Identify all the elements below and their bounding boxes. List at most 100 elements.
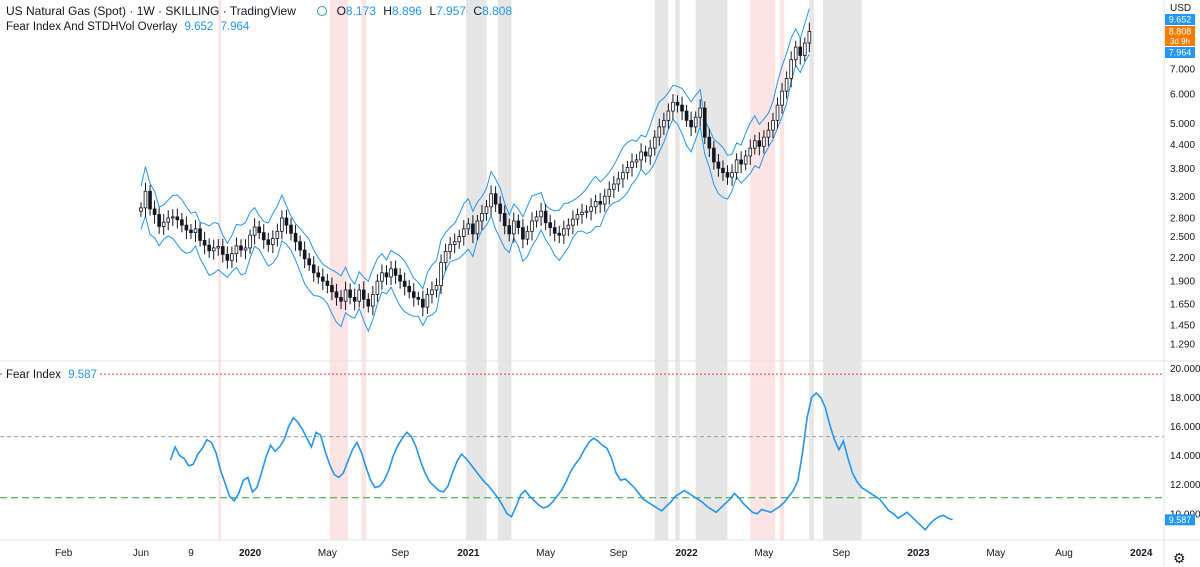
candle-body: [793, 46, 798, 61]
candle-body: [575, 214, 580, 220]
candle-body: [534, 216, 539, 222]
shade-band-5: [654, 0, 669, 540]
gear-icon[interactable]: ⚙: [1173, 550, 1186, 566]
time-tick-label: Jun: [133, 548, 149, 559]
time-tick-label: 9: [188, 548, 194, 559]
price-tick-label: 1.450: [1170, 321, 1195, 332]
candle-body: [666, 110, 671, 121]
upper-band-line: [140, 8, 810, 290]
time-tick-label: Sep: [391, 548, 409, 559]
countdown-badge: 3d 9h: [1170, 37, 1190, 46]
candle-body: [802, 42, 807, 56]
shade-band-2: [361, 0, 367, 540]
price-tick-label: 7.000: [1170, 64, 1195, 75]
candle-body: [748, 147, 753, 157]
candle-body: [707, 136, 712, 149]
candle-body: [571, 218, 575, 226]
candle-body: [443, 251, 448, 263]
shade-band-9: [779, 0, 785, 540]
shade-band-6: [675, 0, 680, 540]
candle-body: [762, 136, 766, 147]
low-value: 7.957: [436, 4, 467, 18]
candle-body: [684, 110, 689, 121]
candle-body: [175, 216, 180, 221]
candle-body: [380, 272, 384, 282]
candle-body: [602, 195, 607, 205]
candle-body: [752, 140, 757, 149]
candle-body: [680, 104, 684, 112]
fear-tick-label: 14.000: [1170, 451, 1200, 462]
symbol-title[interactable]: US Natural Gas (Spot) · 1W · SKILLING · …: [6, 4, 296, 18]
shade-band-3: [466, 0, 487, 540]
candle-body: [643, 151, 648, 157]
candle-body: [389, 268, 393, 278]
candle-body: [357, 289, 362, 302]
candle-body: [152, 208, 157, 215]
candle-body: [789, 59, 793, 79]
time-tick-label: May: [754, 548, 773, 559]
candle-body: [516, 220, 521, 228]
candle-body: [398, 274, 402, 282]
close-key: C: [473, 4, 483, 18]
candle-body: [766, 129, 771, 138]
price-tick-label: 2.500: [1170, 232, 1195, 243]
market-status-icon: [317, 6, 328, 16]
candle-body: [634, 159, 639, 163]
candle-body: [348, 289, 352, 298]
indicator-name[interactable]: Fear Index And STDHVol Overlay: [6, 21, 178, 33]
candle-body: [189, 229, 193, 234]
candle-body: [562, 228, 566, 236]
time-tick-label: May: [986, 548, 1005, 559]
candle-body: [757, 140, 762, 147]
candle-body: [307, 258, 311, 266]
candle-body: [557, 232, 562, 236]
fear-last-badge: 9.587: [1169, 515, 1192, 525]
candle-body: [284, 217, 289, 226]
time-axis[interactable]: Feb Jun 9 2020 May Sep 2021 May Sep 2022 May Sep 202…: [55, 548, 1153, 559]
candle-body: [798, 46, 803, 56]
candle-body: [434, 285, 439, 291]
fear-index-series: [169, 391, 953, 531]
high-key: H: [383, 4, 392, 18]
candle-body: [225, 253, 230, 261]
candle-body: [316, 272, 321, 278]
candle-body: [234, 245, 239, 255]
candle-body: [275, 230, 280, 239]
candle-body: [607, 188, 612, 197]
candle-body: [139, 207, 143, 212]
candle-body: [739, 159, 743, 165]
price-tick-label: 1.650: [1170, 300, 1195, 311]
time-tick-label: Aug: [1055, 548, 1073, 559]
shade-band-11: [822, 0, 862, 540]
upper-band-badge-bg: [1165, 14, 1195, 25]
time-tick-label: Sep: [832, 548, 850, 559]
close-value: 8.808: [482, 4, 513, 18]
fear-pane-title[interactable]: Fear Index: [6, 369, 61, 381]
candle-body: [625, 167, 630, 174]
candle-body: [457, 236, 462, 243]
time-tick-label: 2022: [675, 548, 698, 559]
time-tick-label: 2020: [239, 548, 262, 559]
lower-band-line: [140, 53, 810, 333]
time-tick-label: Sep: [609, 548, 627, 559]
candle-body: [325, 280, 330, 286]
price-candles[interactable]: [139, 22, 812, 317]
price-axis[interactable]: 7.000 6.000 5.000 4.400 3.800 3.200 2.800 2.500…: [1170, 3, 1195, 351]
price-tick-label: 3.800: [1170, 164, 1195, 175]
candle-body: [543, 210, 548, 224]
candle-body: [580, 211, 584, 215]
shade-band-10: [809, 0, 814, 540]
candle-body: [639, 151, 643, 161]
lower-band-badge-bg: [1165, 47, 1195, 58]
candle-body: [489, 193, 493, 208]
lower-band-badge: 7.964: [1169, 48, 1192, 58]
candle-body: [293, 232, 298, 243]
candle-body: [280, 217, 284, 232]
fear-index-line[interactable]: [169, 391, 953, 531]
fear-pane-legend: Fear Index 9.587: [4, 369, 99, 381]
price-tick-label: 4.400: [1170, 140, 1195, 151]
candle-body: [689, 119, 693, 128]
candle-body: [498, 203, 502, 214]
price-tick-label: 2.800: [1170, 214, 1195, 225]
